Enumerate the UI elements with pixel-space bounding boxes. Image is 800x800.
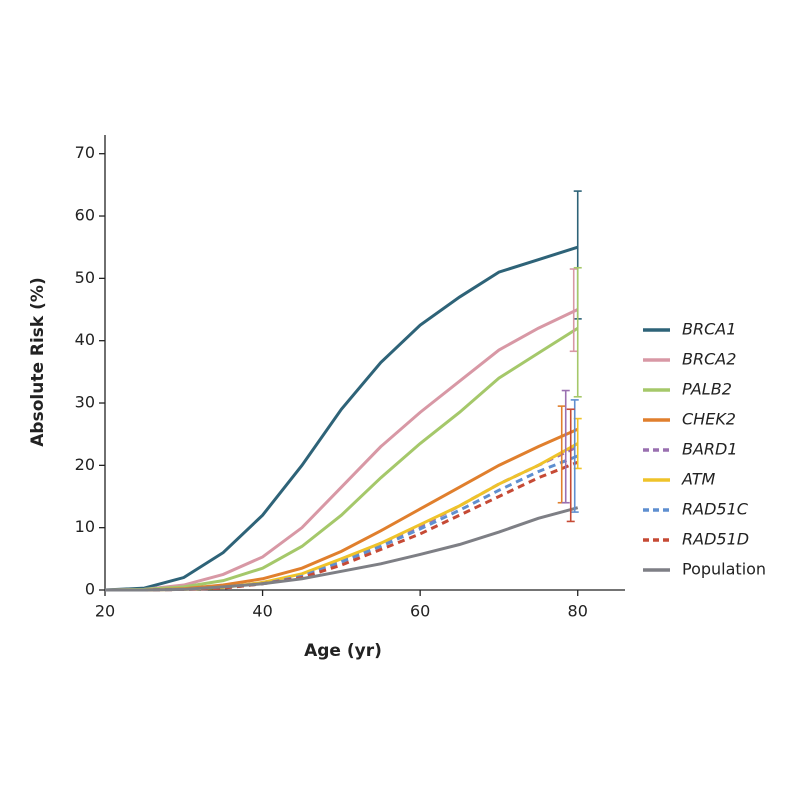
series-line [104, 326, 579, 592]
error-bar [570, 399, 579, 513]
y-tick-label: 50 [75, 268, 95, 287]
y-tick-label: 60 [75, 206, 95, 225]
legend-label: BRCA2 [682, 350, 736, 369]
error-bar [561, 389, 570, 504]
x-tick-label: 80 [568, 602, 588, 621]
legend-label: Population [682, 560, 766, 579]
series-line [105, 445, 579, 592]
x-tick-label: 20 [95, 602, 115, 621]
y-tick-label: 20 [75, 455, 95, 474]
y-tick-label: 70 [75, 143, 95, 162]
series-line [105, 427, 579, 592]
y-tick-label: 0 [85, 580, 95, 599]
legend-label: RAD51D [682, 530, 749, 549]
series-line [105, 506, 579, 592]
legend-label: BARD1 [682, 440, 738, 459]
legend-label: BRCA1 [682, 320, 736, 339]
x-tick-label: 60 [410, 602, 430, 621]
error-bar [566, 408, 575, 523]
legend-label: RAD51C [682, 500, 749, 519]
legend-label: ATM [681, 470, 716, 489]
series-line [104, 308, 579, 592]
y-tick-label: 10 [75, 517, 95, 536]
y-tick-label: 30 [75, 393, 95, 412]
x-tick-label: 40 [252, 602, 272, 621]
legend-label: CHEK2 [682, 410, 736, 429]
error-bar [573, 266, 582, 398]
y-axis-label: Absolute Risk (%) [28, 277, 48, 446]
x-axis-label: Age (yr) [304, 641, 382, 661]
error-bar [569, 268, 578, 353]
series-line [104, 245, 579, 592]
legend-label: PALB2 [682, 380, 732, 399]
y-tick-label: 40 [75, 330, 95, 349]
